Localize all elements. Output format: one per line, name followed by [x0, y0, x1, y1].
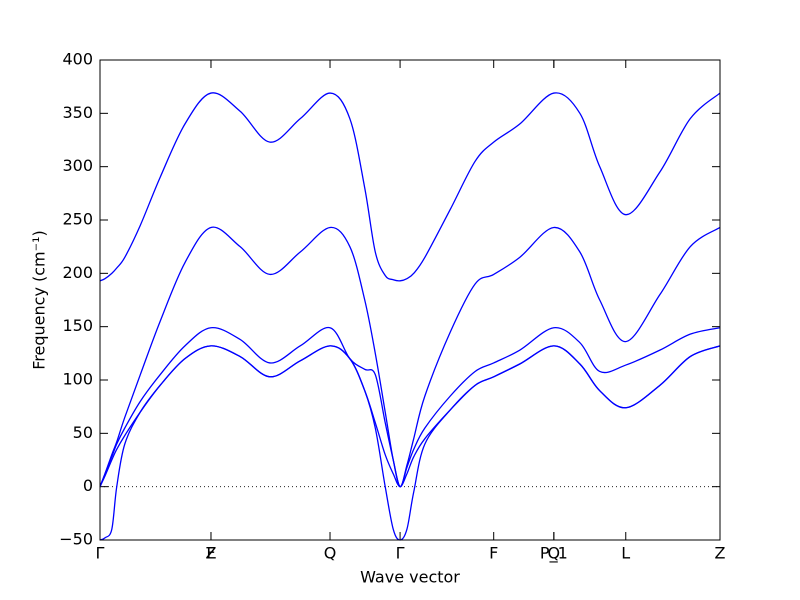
- y-tick-label: 300: [62, 156, 93, 175]
- y-tick-label: −50: [59, 530, 93, 549]
- band-line: [99, 345, 721, 541]
- y-axis-label: Frequency (cm⁻¹): [30, 230, 49, 369]
- x-tick-label: Q: [548, 544, 561, 563]
- y-tick-label: 100: [62, 370, 93, 389]
- x-tick-label: Q: [324, 544, 337, 563]
- x-tick-label: Γ: [96, 544, 105, 563]
- band-line: [99, 92, 721, 282]
- y-tick-label: 350: [62, 103, 93, 122]
- y-tick-label: 250: [62, 210, 93, 229]
- x-tick-label: F: [206, 544, 215, 563]
- y-tick-label: 150: [62, 316, 93, 335]
- x-tick-label: P_1: [540, 544, 568, 564]
- y-tick-label: 0: [83, 476, 93, 495]
- plot-frame: [99, 59, 721, 541]
- x-tick-label: L: [621, 544, 630, 563]
- x-tick-label: Γ: [396, 544, 405, 563]
- x-tick-label: F: [489, 544, 498, 563]
- x-axis-label: Wave vector: [360, 568, 460, 587]
- x-tick-label: Z: [205, 544, 216, 563]
- x-tick-label: Z: [715, 544, 726, 563]
- band-line: [99, 345, 721, 488]
- y-tick-label: 50: [73, 423, 93, 442]
- band-line: [99, 226, 721, 488]
- y-tick-label: 400: [62, 50, 93, 69]
- band-line: [99, 327, 721, 488]
- y-tick-label: 200: [62, 263, 93, 282]
